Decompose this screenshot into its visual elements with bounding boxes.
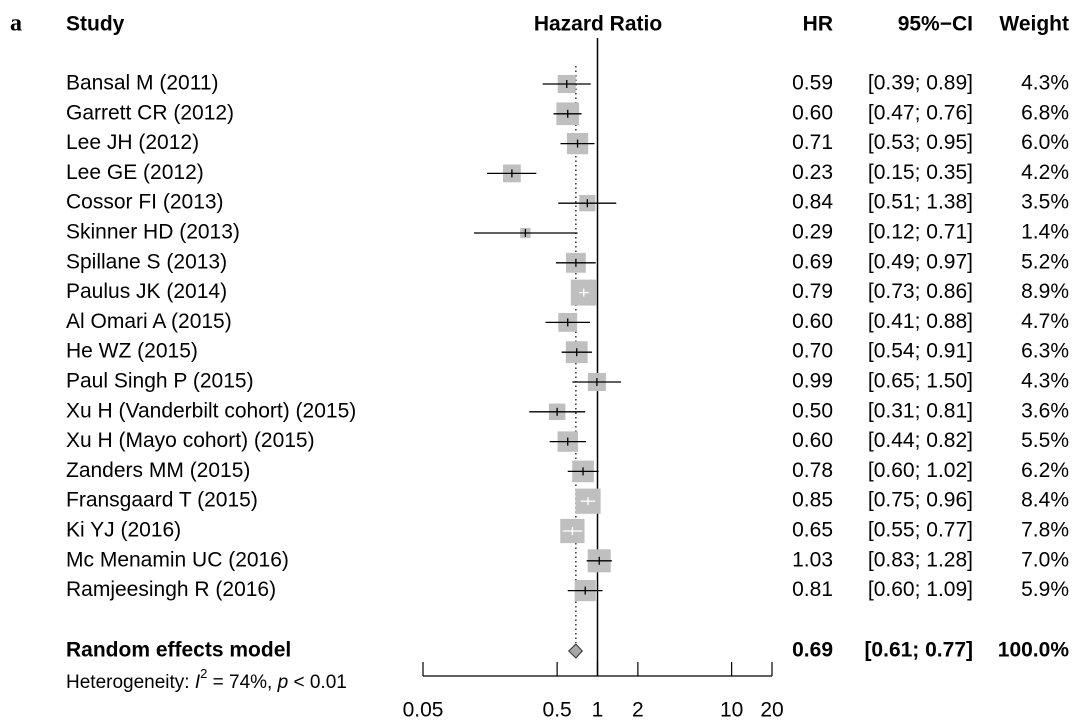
- weight-label: 6.3%: [1021, 340, 1069, 363]
- x-tick-label: 1: [592, 699, 604, 721]
- het-text: = 74%,: [207, 672, 277, 693]
- ci-label: [0.60; 1.09]: [868, 578, 973, 601]
- ci-label: [0.15; 0.35]: [868, 161, 973, 184]
- study-label: Al Omari A (2015): [66, 310, 232, 333]
- weight-label: 4.3%: [1021, 370, 1069, 393]
- study-label: Lee GE (2012): [66, 161, 204, 184]
- ci-label: [0.41; 0.88]: [868, 310, 973, 333]
- study-label: Xu H (Mayo cohort) (2015): [66, 429, 315, 452]
- hr-label: 0.79: [792, 280, 833, 303]
- header-estimate: HR: [803, 13, 833, 36]
- heterogeneity: Heterogeneity: I2 = 74%, p < 0.01: [66, 666, 347, 693]
- weight-label: 5.5%: [1021, 429, 1069, 452]
- x-tick-label: 2: [632, 699, 644, 721]
- hr-label: 0.60: [792, 101, 833, 124]
- hr-label: 0.29: [792, 221, 833, 244]
- summary-ci: [0.61; 0.77]: [864, 639, 973, 662]
- hr-label: 0.99: [792, 370, 833, 393]
- weight-label: 8.9%: [1021, 280, 1069, 303]
- x-tick-label: 0.05: [403, 699, 444, 721]
- ci-label: [0.73; 0.86]: [868, 280, 973, 303]
- study-label: Cossor FI (2013): [66, 191, 224, 214]
- hr-label: 1.03: [792, 548, 833, 571]
- study-label: Xu H (Vanderbilt cohort) (2015): [66, 399, 356, 422]
- ci-label: [0.65; 1.50]: [868, 370, 973, 393]
- ci-label: [0.54; 0.91]: [868, 340, 973, 363]
- ci-label: [0.51; 1.38]: [868, 191, 973, 214]
- hr-label: 0.81: [792, 578, 833, 601]
- het-p: p: [277, 672, 289, 693]
- weight-label: 5.9%: [1021, 578, 1069, 601]
- hr-label: 0.85: [792, 489, 833, 512]
- hr-label: 0.65: [792, 519, 833, 542]
- study-label: Garrett CR (2012): [66, 101, 234, 124]
- weight-label: 3.6%: [1021, 399, 1069, 422]
- header-plot: Hazard Ratio: [534, 13, 662, 36]
- hr-label: 0.84: [792, 191, 833, 214]
- study-label: Skinner HD (2013): [66, 221, 240, 244]
- header-ci: 95%−CI: [898, 13, 973, 36]
- het-i: I: [195, 672, 201, 693]
- study-label: Spillane S (2013): [66, 250, 227, 273]
- ci-label: [0.60; 1.02]: [868, 459, 973, 482]
- ci-label: [0.55; 0.77]: [868, 519, 973, 542]
- weight-label: 4.7%: [1021, 310, 1069, 333]
- weight-label: 7.8%: [1021, 519, 1069, 542]
- het-text: Heterogeneity:: [66, 672, 195, 693]
- hr-label: 0.69: [792, 250, 833, 273]
- panel-label: a: [10, 11, 22, 37]
- study-label: Lee JH (2012): [66, 131, 199, 154]
- study-label: Bansal M (2011): [66, 72, 219, 95]
- weight-label: 6.8%: [1021, 101, 1069, 124]
- het-sup: 2: [200, 666, 207, 681]
- ci-label: [0.83; 1.28]: [868, 548, 973, 571]
- weight-label: 8.4%: [1021, 489, 1069, 512]
- hr-label: 0.50: [792, 399, 833, 422]
- ci-label: [0.47; 0.76]: [868, 101, 973, 124]
- header-weight: Weight: [999, 13, 1069, 36]
- x-tick-label: 0.5: [543, 699, 572, 721]
- x-tick-label: 10: [720, 699, 743, 721]
- ci-label: [0.44; 0.82]: [868, 429, 973, 452]
- weight-label: 5.2%: [1021, 250, 1069, 273]
- weight-label: 6.0%: [1021, 131, 1069, 154]
- hr-label: 0.60: [792, 310, 833, 333]
- weight-label: 3.5%: [1021, 191, 1069, 214]
- hr-label: 0.59: [792, 72, 833, 95]
- summary-hr: 0.69: [792, 639, 833, 662]
- study-label: Zanders MM (2015): [66, 459, 250, 482]
- ci-label: [0.53; 0.95]: [868, 131, 973, 154]
- study-label: Ki YJ (2016): [66, 519, 181, 542]
- weight-label: 6.2%: [1021, 459, 1069, 482]
- hr-label: 0.78: [792, 459, 833, 482]
- ci-label: [0.49; 0.97]: [868, 250, 973, 273]
- weight-label: 4.3%: [1021, 72, 1069, 95]
- weight-label: 4.2%: [1021, 161, 1069, 184]
- weight-label: 1.4%: [1021, 221, 1069, 244]
- study-label: Fransgaard T (2015): [66, 489, 258, 512]
- ci-label: [0.75; 0.96]: [868, 489, 973, 512]
- het-text: < 0.01: [288, 672, 347, 693]
- hr-label: 0.23: [792, 161, 833, 184]
- hr-label: 0.71: [792, 131, 833, 154]
- hr-label: 0.70: [792, 340, 833, 363]
- x-tick-label: 20: [760, 699, 783, 721]
- summary-weight: 100.0%: [998, 639, 1070, 662]
- hr-label: 0.60: [792, 429, 833, 452]
- ci-label: [0.12; 0.71]: [868, 221, 973, 244]
- weight-label: 7.0%: [1021, 548, 1069, 571]
- ci-label: [0.31; 0.81]: [868, 399, 973, 422]
- summary-label: Random effects model: [66, 639, 291, 662]
- header-study: Study: [66, 13, 125, 36]
- ci-label: [0.39; 0.89]: [868, 72, 973, 95]
- study-label: Paulus JK (2014): [66, 280, 227, 303]
- study-label: Ramjeesingh R (2016): [66, 578, 276, 601]
- study-label: Paul Singh P (2015): [66, 370, 254, 393]
- study-label: Mc Menamin UC (2016): [66, 548, 289, 571]
- study-label: He WZ (2015): [66, 340, 198, 363]
- summary-diamond: [567, 643, 583, 659]
